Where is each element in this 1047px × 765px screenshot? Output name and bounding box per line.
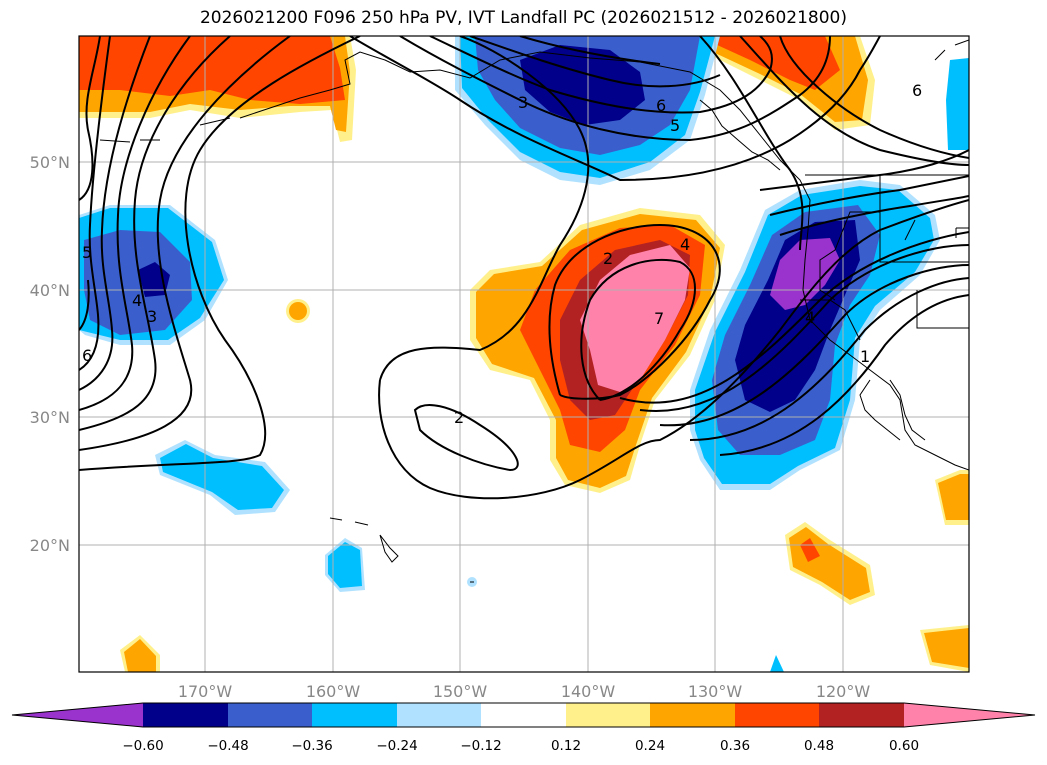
contour-label: 6 [912, 81, 922, 100]
lat-label: 20°N [30, 536, 70, 555]
colorbar-cell [819, 703, 904, 727]
contour-label: 3 [147, 307, 157, 326]
contour-label: 4 [132, 291, 142, 310]
lon-label: 140°W [561, 682, 616, 701]
contour-label: 5 [82, 243, 92, 262]
colorbar-cell [735, 703, 819, 727]
contour-label: 2 [603, 249, 613, 268]
shade-east-edge [946, 58, 969, 150]
colorbar-label: −0.48 [207, 738, 248, 754]
lon-label: 120°W [816, 682, 871, 701]
colorbar-label: −0.24 [376, 738, 417, 754]
lat-label: 40°N [30, 281, 70, 300]
contour-label: 6 [82, 346, 92, 365]
colorbar-label: −0.12 [460, 738, 501, 754]
map-title: 2026021200 F096 250 hPa PV, IVT Landfall… [199, 8, 847, 28]
contour-label: 5 [670, 116, 680, 135]
contour-label: 3 [518, 93, 528, 112]
colorbar-label: 0.24 [635, 738, 665, 754]
colorbar-cell [312, 703, 397, 727]
lon-label: 160°W [306, 682, 361, 701]
colorbar: −0.60 −0.48 −0.36 −0.24 −0.12 0.12 0.24 … [11, 702, 1036, 754]
colorbar-label: 0.48 [804, 738, 834, 754]
lon-label: 150°W [433, 682, 488, 701]
colorbar-label: 0.36 [720, 738, 750, 754]
colorbar-cell [228, 703, 312, 727]
contour-label: 4 [805, 308, 815, 327]
map-frame [78, 35, 970, 673]
colorbar-label: −0.36 [291, 738, 332, 754]
contour-label: 1 [860, 347, 870, 366]
lat-labels: 50°N 40°N 30°N 20°N [30, 153, 70, 555]
colorbar-cell [12, 703, 143, 727]
colorbar-cell [481, 703, 566, 727]
contour-labels: 3 6 5 6 5 4 3 6 2 4 7 2 1 4 [82, 81, 922, 427]
lon-label: 130°W [688, 682, 743, 701]
contour-label: 7 [654, 309, 664, 328]
contour-label: 4 [680, 235, 690, 254]
lon-labels: 170°W 160°W 150°W 140°W 130°W 120°W [178, 682, 871, 701]
contour-label: 2 [454, 408, 464, 427]
lat-label: 50°N [30, 153, 70, 172]
pv-contours [79, 36, 969, 500]
colorbar-cell [397, 703, 481, 727]
lat-label: 30°N [30, 408, 70, 427]
colorbar-cell [650, 703, 735, 727]
colorbar-cell [143, 703, 228, 727]
colorbar-label: 0.12 [551, 738, 581, 754]
colorbar-label: 0.60 [889, 738, 919, 754]
colorbar-label: −0.60 [122, 738, 163, 754]
lon-label: 170°W [178, 682, 233, 701]
contour-label: 6 [656, 96, 666, 115]
colorbar-cell [904, 703, 1035, 727]
colorbar-cell [566, 703, 650, 727]
